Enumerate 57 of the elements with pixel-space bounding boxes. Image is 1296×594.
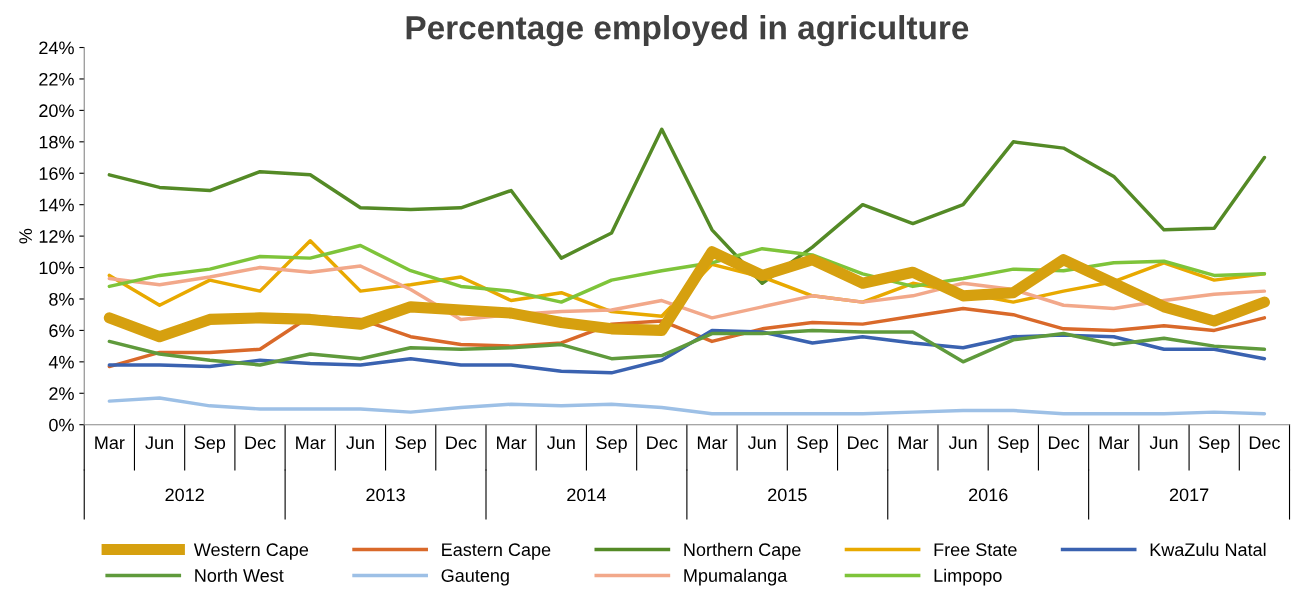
x-tick-label: Sep <box>998 436 1029 453</box>
legend-label: Western Cape <box>193 543 309 560</box>
y-tick-label: 10% <box>39 261 74 275</box>
x-tick-label: Mar <box>497 436 527 450</box>
x-tick-label: Dec <box>1249 436 1280 450</box>
y-tick-label: 16% <box>39 167 74 180</box>
y-tick-label: 20% <box>39 104 74 118</box>
y-axis-title: % <box>19 228 32 244</box>
x-tick-label: Mar <box>95 436 125 450</box>
legend-label: Free State <box>934 543 1017 557</box>
y-tick-label: 6% <box>49 324 74 338</box>
line-series <box>107 328 1267 367</box>
legend-label: Eastern Cape <box>442 543 551 560</box>
legend-label: Gauteng <box>441 569 509 586</box>
x-tick-label: Dec <box>647 436 678 450</box>
chart-title: Percentage employed in agriculture <box>406 15 969 47</box>
legend-label: Mpumalanga <box>684 568 788 586</box>
x-tick-label: Dec <box>245 436 276 450</box>
y-tick-label: 18% <box>39 135 74 149</box>
y-tick-label: 14% <box>39 198 74 212</box>
text: 2017 <box>1169 488 1209 502</box>
text: 2015 <box>768 488 807 502</box>
line-series <box>107 396 1267 416</box>
x-tick-label: Sep <box>1198 436 1230 453</box>
x-tick-label: Sep <box>194 436 226 453</box>
x-tick-label: Sep <box>596 436 627 453</box>
y-tick-label: 12% <box>39 230 74 243</box>
y-tick-label: 2% <box>49 387 74 400</box>
line-series <box>107 127 1267 285</box>
x-tick-label: Dec <box>1048 436 1080 450</box>
x-tick-label: Jun <box>547 436 575 450</box>
x-tick-label: Jun <box>346 436 374 450</box>
legend-label: Northern Cape <box>684 542 801 560</box>
text: 2016 <box>969 488 1008 502</box>
x-tick-label: Dec <box>848 436 879 450</box>
x-tick-label: Sep <box>797 436 828 453</box>
x-tick-label: Jun <box>747 436 776 450</box>
x-tick-label: Sep <box>395 436 426 453</box>
x-tick-label: Jun <box>1149 436 1178 450</box>
x-tick-label: Jun <box>948 436 977 450</box>
x-tick-label: Mar <box>697 436 728 450</box>
text: 2013 <box>366 488 405 502</box>
x-tick-label: Mar <box>1099 436 1129 450</box>
text: 2014 <box>567 488 606 502</box>
y-tick-label: 4% <box>48 355 74 369</box>
legend-label: North West <box>195 568 284 582</box>
legend-label: KwaZulu Natal <box>1150 542 1266 557</box>
x-tick-label: Mar <box>898 436 929 450</box>
x-tick-label: Jun <box>145 436 173 450</box>
text: 2012 <box>165 488 204 502</box>
x-tick-label: Dec <box>446 436 477 450</box>
x-tick-label: Mar <box>296 436 326 450</box>
legend-label: Limpopo <box>934 568 1002 586</box>
y-tick-label: 24% <box>39 41 74 55</box>
y-tick-label: 22% <box>39 72 74 86</box>
y-tick-label: 0% <box>49 418 74 432</box>
y-tick-label: 8% <box>49 292 74 306</box>
